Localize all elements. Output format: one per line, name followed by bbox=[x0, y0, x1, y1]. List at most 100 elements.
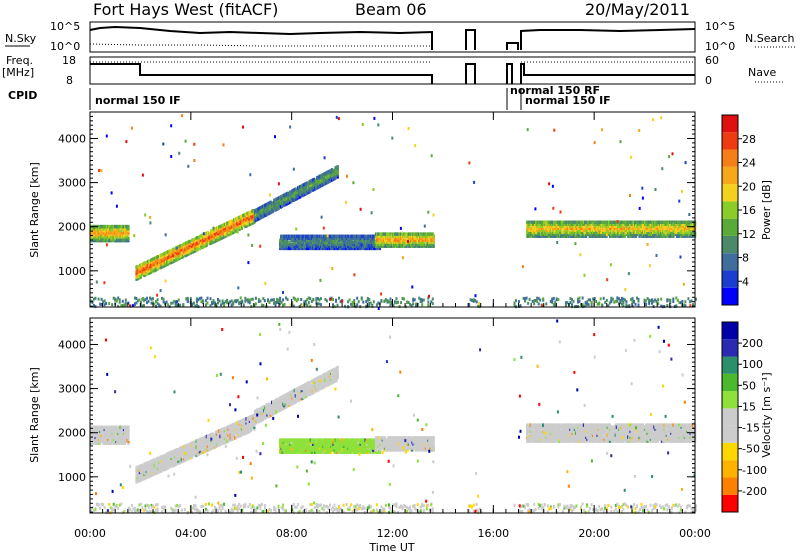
heatmap-cell bbox=[617, 220, 619, 223]
ytick-label: 4000 bbox=[58, 132, 86, 145]
freq-label-line2: [MHz] bbox=[2, 66, 34, 79]
date-title: 20/May/2011 bbox=[585, 0, 690, 19]
heatmap-cell bbox=[127, 225, 129, 229]
heatmap-cell bbox=[295, 228, 297, 231]
heatmap-cell bbox=[337, 304, 339, 307]
heatmap-cell bbox=[638, 304, 640, 307]
heatmap-cell bbox=[681, 300, 683, 303]
heatmap-cell bbox=[213, 227, 215, 230]
nsky-tick-top: 10^5 bbox=[50, 20, 80, 33]
heatmap-cell bbox=[300, 298, 302, 301]
heatmap-cell bbox=[557, 298, 559, 301]
heatmap-cell bbox=[610, 263, 612, 266]
heatmap-cell bbox=[197, 236, 199, 240]
heatmap-cell bbox=[407, 240, 409, 243]
power-frame bbox=[90, 112, 695, 307]
freq-tick-top: 18 bbox=[62, 54, 76, 67]
heatmap-cell bbox=[187, 297, 189, 300]
heatmap-cell bbox=[284, 303, 286, 306]
heatmap-cell bbox=[362, 301, 364, 304]
heatmap-cell bbox=[278, 182, 280, 185]
heatmap-cell bbox=[200, 297, 202, 300]
nave-label: Nave bbox=[748, 66, 776, 79]
heatmap-cell bbox=[352, 301, 354, 304]
nsearch-tick-top: 10^5 bbox=[705, 20, 735, 33]
heatmap-cell bbox=[187, 300, 189, 303]
heatmap-cell bbox=[360, 208, 362, 211]
heatmap-cell bbox=[475, 294, 477, 297]
nsky-trace-gap2 bbox=[507, 43, 518, 50]
heatmap-cell bbox=[308, 301, 310, 304]
heatmap-cell bbox=[647, 243, 649, 246]
heatmap-cell bbox=[338, 117, 340, 120]
heatmap-cell bbox=[433, 244, 435, 248]
freq-trace-gap2 bbox=[507, 64, 512, 84]
heatmap-cell bbox=[160, 289, 162, 292]
heatmap-cell bbox=[178, 299, 180, 302]
heatmap-cell bbox=[274, 135, 276, 138]
heatmap-cell bbox=[142, 174, 144, 177]
heatmap-cell bbox=[106, 135, 108, 138]
freq-trace bbox=[90, 64, 432, 84]
heatmap-cell bbox=[373, 300, 375, 303]
heatmap-cell bbox=[574, 242, 576, 245]
heatmap-cell bbox=[684, 300, 686, 303]
heatmap-cell bbox=[273, 298, 275, 301]
heatmap-cell bbox=[327, 234, 329, 237]
heatmap-cell bbox=[116, 205, 118, 208]
heatmap-cell bbox=[688, 213, 690, 216]
heatmap-cell bbox=[189, 240, 191, 244]
heatmap-cell bbox=[380, 293, 382, 296]
heatmap-cell bbox=[411, 286, 413, 289]
heatmap-cell bbox=[157, 298, 159, 301]
heatmap-cell bbox=[293, 168, 295, 171]
heatmap-cell bbox=[427, 301, 429, 304]
heatmap-cell bbox=[397, 301, 399, 304]
heatmap-cell bbox=[163, 298, 165, 301]
heatmap-cell bbox=[526, 297, 528, 300]
heatmap-cell bbox=[414, 298, 416, 301]
heatmap-cell bbox=[287, 298, 289, 301]
heatmap-cell bbox=[162, 143, 164, 146]
heatmap-cell bbox=[152, 297, 154, 300]
heatmap-cell bbox=[332, 298, 334, 301]
nsky-panel: N.Sky 10^5 10^0 10^5 10^0 N.Search bbox=[5, 20, 795, 53]
heatmap-cell bbox=[622, 301, 624, 304]
heatmap-cell bbox=[125, 302, 127, 305]
heatmap-cell bbox=[371, 211, 373, 214]
heatmap-cell bbox=[637, 223, 639, 226]
heatmap-cell bbox=[264, 299, 266, 302]
ytick-label: 2000 bbox=[58, 221, 86, 234]
heatmap-cell bbox=[349, 298, 351, 301]
heatmap-cell bbox=[432, 302, 434, 305]
heatmap-cell bbox=[356, 297, 358, 300]
cpid-label: CPID bbox=[8, 89, 37, 102]
heatmap-cell bbox=[400, 301, 402, 304]
heatmap-cell bbox=[612, 298, 614, 301]
heatmap-cell bbox=[421, 303, 423, 306]
heatmap-cell bbox=[251, 244, 253, 247]
heatmap-cell bbox=[542, 297, 544, 300]
heatmap-cell bbox=[361, 296, 363, 299]
nave-tick-bottom: 0 bbox=[705, 74, 712, 87]
heatmap-cell bbox=[289, 126, 291, 129]
heatmap-cell bbox=[391, 137, 393, 140]
heatmap-cell bbox=[131, 127, 133, 130]
heatmap-cell bbox=[433, 234, 435, 238]
heatmap-cell bbox=[341, 300, 343, 303]
nsearch-label: N.Search bbox=[745, 32, 795, 45]
heatmap-cell bbox=[668, 155, 670, 158]
heatmap-cell bbox=[320, 303, 322, 306]
heatmap-cell bbox=[641, 187, 643, 190]
heatmap-cell bbox=[655, 188, 657, 191]
nsearch-trace bbox=[90, 44, 432, 46]
heatmap-cell bbox=[143, 304, 145, 307]
heatmap-cell bbox=[269, 193, 271, 196]
heatmap-cell bbox=[210, 297, 212, 300]
heatmap-cell bbox=[476, 300, 478, 303]
heatmap-cell bbox=[133, 234, 135, 237]
heatmap-cell bbox=[560, 211, 562, 214]
heatmap-cell bbox=[529, 298, 531, 301]
